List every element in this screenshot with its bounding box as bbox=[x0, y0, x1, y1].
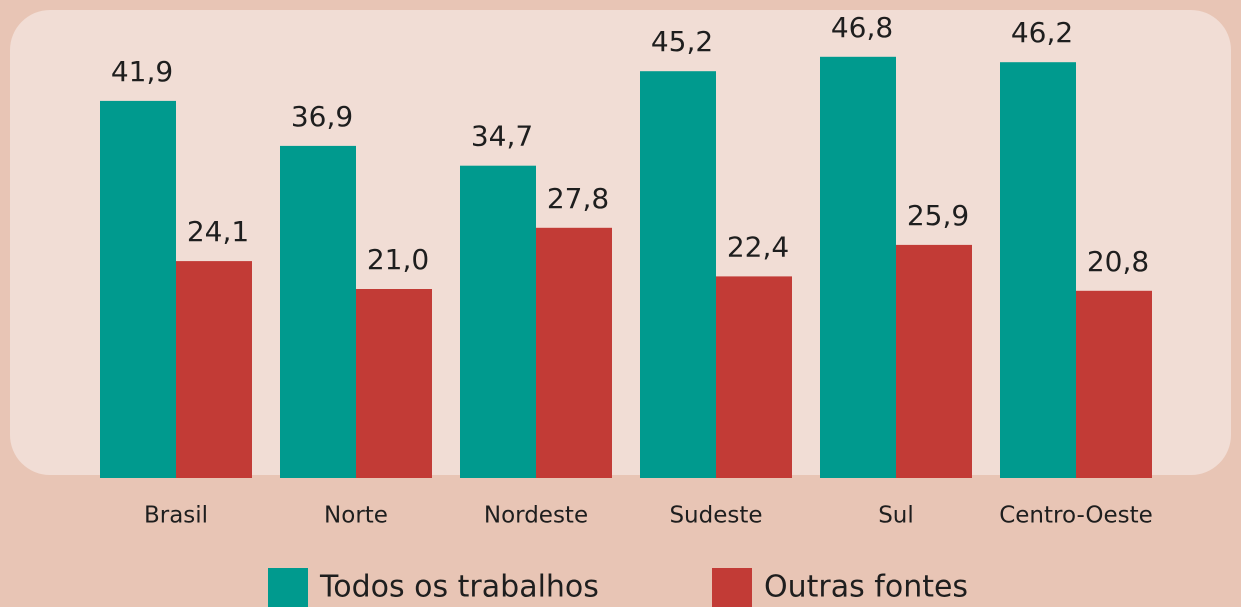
x-tick-label: Sudeste bbox=[669, 503, 762, 529]
value-label: 20,8 bbox=[1087, 245, 1149, 278]
bar bbox=[460, 165, 536, 478]
value-label: 41,9 bbox=[111, 55, 173, 88]
bar bbox=[176, 261, 252, 478]
value-label: 21,0 bbox=[367, 243, 429, 276]
value-label: 22,4 bbox=[727, 230, 789, 263]
legend-label: Outras fontes bbox=[764, 570, 968, 605]
value-label: 34,7 bbox=[471, 120, 533, 153]
x-tick-label: Nordeste bbox=[484, 503, 588, 529]
bar bbox=[280, 145, 356, 478]
x-tick-label: Sul bbox=[878, 503, 914, 529]
x-tick-label: Centro-Oeste bbox=[999, 503, 1153, 529]
bar bbox=[716, 276, 792, 478]
bar bbox=[1076, 290, 1152, 478]
bar bbox=[820, 56, 896, 479]
legend-label: Todos os trabalhos bbox=[319, 570, 599, 605]
value-label: 46,2 bbox=[1011, 16, 1073, 49]
bar bbox=[536, 227, 612, 478]
legend-swatch bbox=[268, 568, 308, 607]
x-tick-label: Brasil bbox=[144, 503, 208, 529]
value-label: 24,1 bbox=[187, 215, 249, 248]
value-label: 36,9 bbox=[291, 100, 353, 133]
value-label: 46,8 bbox=[831, 11, 893, 44]
bar bbox=[640, 71, 716, 478]
bar bbox=[896, 244, 972, 478]
bar bbox=[356, 289, 432, 478]
legend-swatch bbox=[712, 568, 752, 607]
value-label: 25,9 bbox=[907, 199, 969, 232]
x-tick-label: Norte bbox=[324, 503, 388, 529]
bar bbox=[100, 100, 176, 479]
bar bbox=[1000, 62, 1076, 478]
value-label: 45,2 bbox=[651, 25, 713, 58]
value-label: 27,8 bbox=[547, 182, 609, 215]
